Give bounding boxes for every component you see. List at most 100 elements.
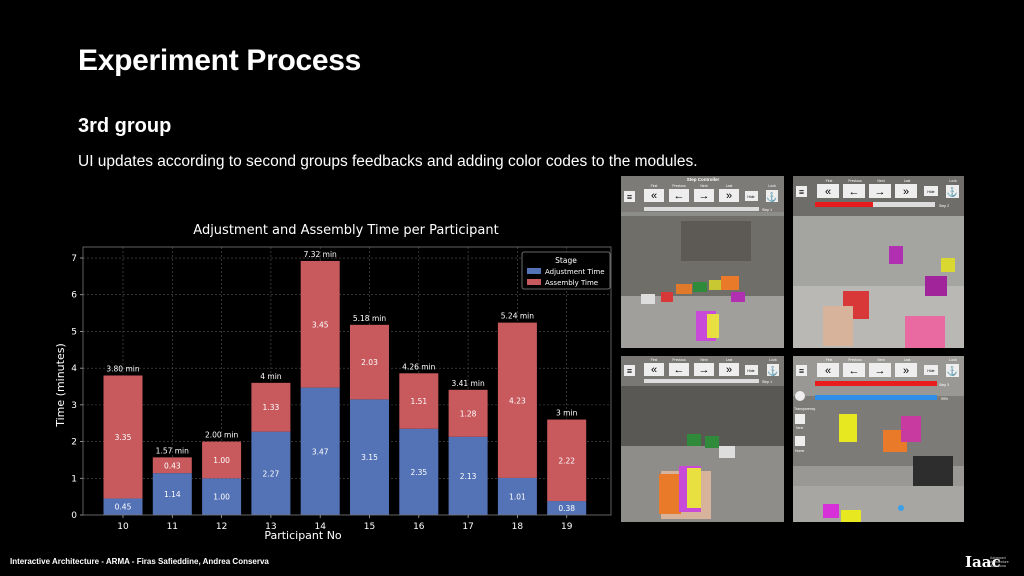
- ar-screenshot-bottom-left: First Previous Next Last Lock « ← → » Hi…: [621, 356, 784, 522]
- ar-screenshot-top-right: First Previous Next Last Lock « ← → » Hi…: [793, 176, 964, 348]
- bar-value-label: 4.23: [509, 396, 526, 405]
- y-axis-label: Time (minutes): [54, 343, 67, 428]
- bar-value-label: 2.22: [558, 456, 575, 465]
- anchor-icon: ⚓: [947, 365, 958, 376]
- bar-total-label: 4 min: [260, 372, 282, 381]
- bar-total-label: 2.00 min: [205, 431, 238, 440]
- home-icon[interactable]: [795, 436, 805, 446]
- menu-button[interactable]: [796, 186, 807, 197]
- right-arrow-icon: →: [875, 186, 886, 198]
- x-tick-label: 14: [314, 522, 326, 532]
- step-progress-bar: [815, 202, 935, 207]
- hide-button[interactable]: [924, 186, 938, 196]
- bar-total-label: 5.24 min: [501, 312, 534, 321]
- lock-label: Lock: [768, 184, 776, 188]
- left-arrow-icon: ←: [849, 365, 860, 377]
- transparency-slider[interactable]: [815, 395, 937, 400]
- chart-legend: Stage Adjustment Time Assembly Time: [521, 251, 611, 290]
- hide-label: Hide: [927, 369, 934, 373]
- bar-value-label: 1.01: [509, 492, 526, 501]
- step-progress-fill: [815, 381, 937, 386]
- step-progress-fill: [815, 202, 873, 207]
- bar-assembly: [251, 382, 291, 432]
- last-button[interactable]: [719, 189, 739, 202]
- iaac-logo-subtitle: Advanced Architecture Barcelona: [990, 556, 1009, 568]
- previous-button[interactable]: [843, 363, 865, 377]
- y-tick-label: 0: [71, 511, 77, 521]
- previous-label: Previous: [672, 358, 686, 362]
- next-label: Next: [700, 358, 707, 362]
- next-mode-label: Next: [796, 426, 803, 430]
- menu-button[interactable]: [796, 365, 807, 376]
- legend-swatch-assembly: [527, 279, 541, 285]
- menu-button[interactable]: [624, 365, 635, 376]
- first-button[interactable]: [644, 189, 664, 202]
- bar-assembly: [103, 375, 143, 499]
- x-tick-label: 12: [216, 522, 227, 532]
- bar-value-label: 3.47: [312, 447, 329, 456]
- footer-credits: Interactive Architecture - ARMA - Firas …: [10, 557, 269, 566]
- first-button[interactable]: [817, 184, 839, 198]
- step-label: Step 1: [762, 380, 772, 384]
- next-button[interactable]: [869, 184, 891, 198]
- lock-button[interactable]: [946, 364, 959, 377]
- double-left-arrow-icon: «: [651, 364, 657, 376]
- next-button[interactable]: [694, 189, 714, 202]
- hide-button[interactable]: [745, 191, 758, 201]
- last-label: Last: [726, 358, 733, 362]
- y-tick-label: 4: [71, 364, 77, 374]
- transparency-icon[interactable]: [795, 391, 805, 401]
- next-button[interactable]: [869, 363, 891, 377]
- lock-button[interactable]: [946, 185, 959, 198]
- bar-assembly: [300, 260, 340, 388]
- y-tick-label: 5: [71, 327, 77, 337]
- bar-total-label: 3.41 min: [451, 379, 484, 388]
- bar-adjustment: [103, 498, 143, 515]
- slide-title: Experiment Process: [78, 44, 362, 77]
- stacked-bar-chart: Adjustment and Assembly Time per Partici…: [54, 223, 612, 542]
- last-button[interactable]: [895, 184, 917, 198]
- last-button[interactable]: [895, 363, 917, 377]
- bar-total-label: 1.57 min: [156, 446, 189, 455]
- lock-label: Lock: [949, 358, 957, 362]
- previous-button[interactable]: [669, 363, 689, 376]
- x-tick-label: 11: [167, 522, 178, 532]
- last-button[interactable]: [719, 363, 739, 376]
- x-axis-label: Participant No: [264, 529, 342, 542]
- bar-assembly: [497, 322, 537, 478]
- first-button[interactable]: [817, 363, 839, 377]
- first-label: First: [826, 179, 833, 183]
- home-label: Home: [795, 449, 804, 453]
- menu-icon: ≡: [799, 187, 804, 197]
- y-tick-label: 7: [71, 254, 77, 264]
- bar-value-label: 1.00: [213, 456, 230, 465]
- bar-value-label: 2.27: [263, 469, 280, 478]
- next-button[interactable]: [694, 363, 714, 376]
- bar-assembly: [202, 441, 242, 479]
- bar-value-label: 1.51: [410, 397, 427, 406]
- next-icon[interactable]: [795, 414, 805, 424]
- previous-button[interactable]: [843, 184, 865, 198]
- bar-value-label: 2.35: [410, 468, 427, 477]
- double-right-arrow-icon: »: [903, 186, 909, 198]
- double-left-arrow-icon: «: [825, 365, 831, 377]
- first-label: First: [651, 184, 658, 188]
- first-button[interactable]: [644, 363, 664, 376]
- slide-description: UI updates according to second groups fe…: [78, 153, 698, 170]
- previous-button[interactable]: [669, 189, 689, 202]
- lock-button[interactable]: [767, 364, 779, 376]
- x-tick-label: 16: [413, 522, 425, 532]
- left-arrow-icon: ←: [674, 364, 685, 376]
- lock-button[interactable]: [766, 190, 778, 202]
- hide-button[interactable]: [924, 365, 938, 375]
- lock-label: Lock: [769, 358, 777, 362]
- legend-title: Stage: [555, 256, 577, 265]
- x-tick-label: 15: [364, 522, 375, 532]
- step-label: Step 2: [939, 204, 949, 208]
- anchor-icon: ⚓: [766, 191, 777, 202]
- hide-button[interactable]: [745, 365, 758, 375]
- plot-frame: [82, 246, 612, 516]
- menu-button[interactable]: [624, 191, 635, 202]
- bar-assembly: [547, 419, 587, 502]
